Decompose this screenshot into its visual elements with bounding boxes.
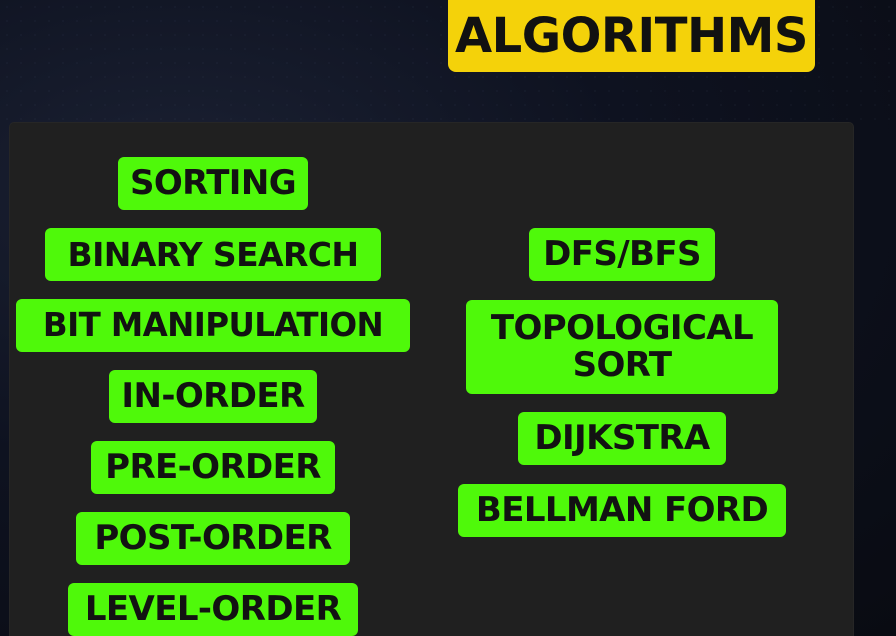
title-label: ALGORITHMS (454, 8, 809, 64)
topic-pre-order: PRE-ORDER (91, 441, 335, 494)
topic-level-order: LEVEL-ORDER (68, 583, 358, 636)
topic-post-order: POST-ORDER (76, 512, 350, 565)
topic-bit-manipulation: BIT MANIPULATION (16, 299, 410, 352)
title-badge: ALGORITHMS (448, 0, 815, 72)
topic-label: LEVEL-ORDER (84, 589, 342, 630)
topic-label: DFS/BFS (543, 234, 701, 275)
topic-in-order: IN-ORDER (109, 370, 317, 423)
topic-label: BINARY SEARCH (67, 234, 359, 274)
topic-sorting: SORTING (118, 157, 308, 210)
topic-label: DIJKSTRA (534, 418, 710, 459)
topic-bellman-ford: BELLMAN FORD (458, 484, 786, 537)
topic-label: IN-ORDER (121, 376, 305, 417)
topic-label: BELLMAN FORD (475, 490, 769, 531)
topic-topological-sort: TOPOLOGICAL SORT (466, 300, 778, 394)
topic-label-line-2: SORT (572, 345, 672, 385)
topic-dijkstra: DIJKSTRA (518, 412, 726, 465)
topic-binary-search: BINARY SEARCH (45, 228, 381, 281)
topic-label: POST-ORDER (94, 518, 332, 559)
topic-label: BIT MANIPULATION (42, 305, 384, 344)
topic-label: SORTING (129, 163, 297, 204)
topic-dfs-bfs: DFS/BFS (529, 228, 715, 281)
topic-label: PRE-ORDER (105, 447, 321, 488)
topic-label-line-1: TOPOLOGICAL (490, 308, 754, 349)
